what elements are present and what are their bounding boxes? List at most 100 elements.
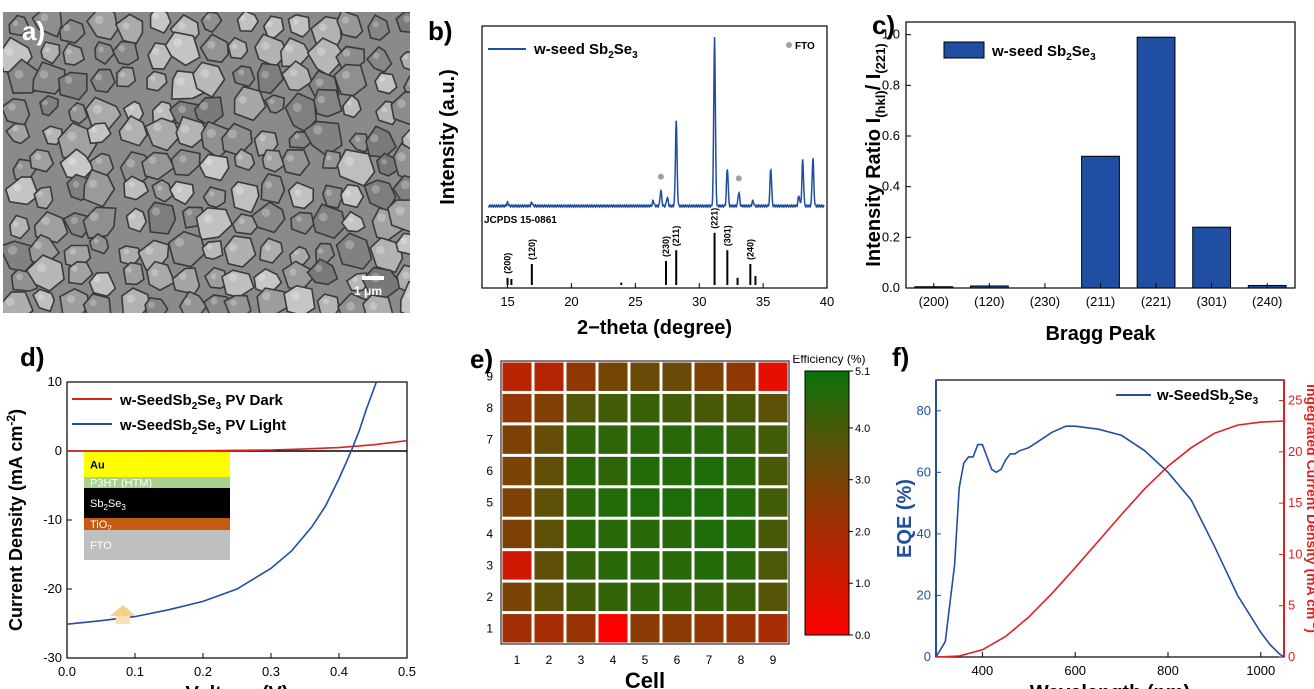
sem-grain-highlight bbox=[293, 18, 299, 25]
reference-label: JCPDS 15-0861 bbox=[484, 215, 557, 226]
heatmap-cell bbox=[598, 362, 628, 391]
sem-grain-highlight bbox=[265, 181, 273, 189]
sem-grain-highlight bbox=[237, 154, 243, 160]
sem-grain-highlight bbox=[69, 248, 77, 255]
heatmap-cell bbox=[630, 456, 660, 486]
heatmap-cell bbox=[566, 393, 596, 423]
sem-grain-highlight bbox=[266, 20, 273, 28]
reference-line-label: (211) bbox=[671, 226, 681, 247]
sem-grain-highlight bbox=[12, 125, 19, 132]
y-tick-label: -30 bbox=[43, 650, 62, 665]
sem-grain bbox=[202, 294, 234, 313]
sem-grain-highlight bbox=[261, 208, 271, 217]
sem-grain bbox=[94, 41, 116, 66]
sem-grain-highlight bbox=[406, 291, 410, 300]
sem-micrograph bbox=[3, 12, 410, 313]
heatmap-cell bbox=[534, 425, 564, 454]
sem-grain bbox=[82, 292, 112, 313]
sem-grain bbox=[200, 12, 223, 34]
sem-grain-highlight bbox=[71, 106, 77, 112]
sem-grain bbox=[290, 211, 315, 236]
sem-grain-highlight bbox=[229, 273, 238, 282]
jv-curve-chart: 0.0 0.1 0.2 0.3 0.4 0.5 10 0 -10 -20 -30 Voltage (V… bbox=[4, 374, 416, 689]
legend-swatch bbox=[943, 41, 985, 59]
sem-grain-highlight bbox=[355, 136, 361, 142]
bar bbox=[1081, 155, 1120, 289]
heatmap-cell bbox=[662, 519, 692, 549]
sem-grain-highlight bbox=[395, 206, 405, 216]
x-tick-label: (221) bbox=[1141, 294, 1171, 309]
sem-grain bbox=[88, 271, 117, 298]
colorbar-tick-label: 0.0 bbox=[855, 630, 870, 642]
sem-grain bbox=[41, 125, 63, 146]
sem-grain-highlight bbox=[259, 134, 267, 142]
reference-line-label: (230) bbox=[661, 236, 671, 257]
sem-grain-highlight bbox=[148, 156, 157, 164]
sem-grain-highlight bbox=[92, 104, 103, 114]
sem-grain-highlight bbox=[296, 216, 302, 222]
sem-grain-highlight bbox=[39, 70, 49, 79]
sem-grain bbox=[59, 287, 90, 313]
sem-grain-highlight bbox=[289, 69, 298, 77]
legend-label: w-SeedSb2Se3 PV Light bbox=[119, 417, 286, 437]
heatmap-cell bbox=[694, 393, 724, 423]
sem-grain bbox=[260, 172, 286, 205]
heatmap-cell bbox=[502, 456, 532, 486]
sem-grain-highlight bbox=[156, 106, 163, 114]
y-right-tick-label: 10 bbox=[1288, 546, 1302, 561]
sem-grain-highlight bbox=[341, 16, 349, 24]
y-tick-label: 3 bbox=[486, 558, 493, 572]
heatmap-cell bbox=[534, 519, 564, 549]
y-tick-label: 0.0 bbox=[882, 280, 900, 295]
y-left-tick-label: 40 bbox=[917, 526, 931, 541]
reference-line-label: (221) bbox=[710, 208, 720, 229]
colorbar-title: Efficiency (%) bbox=[792, 355, 865, 366]
sem-grain-highlight bbox=[264, 244, 271, 251]
sem-grain bbox=[115, 66, 137, 88]
heatmap-cell bbox=[598, 393, 628, 423]
y-tick-label: 5 bbox=[486, 496, 493, 510]
inset-layer-label: Sb2Se3 bbox=[90, 498, 126, 512]
sem-grain-highlight bbox=[400, 180, 410, 190]
sem-grain bbox=[62, 212, 91, 239]
sem-grain-highlight bbox=[157, 185, 163, 191]
sem-grain-highlight bbox=[186, 209, 193, 216]
heatmap-cell bbox=[598, 425, 628, 454]
sem-grain bbox=[33, 186, 54, 210]
sem-grain-highlight bbox=[293, 249, 299, 256]
sem-grain bbox=[202, 186, 227, 209]
sem-grain-highlight bbox=[179, 272, 187, 280]
x-axis-label: Voltage (V) bbox=[186, 683, 289, 689]
y-tick-label: 1.0 bbox=[882, 27, 900, 42]
legend-label: w-SeedSb2Se3 bbox=[1156, 387, 1259, 407]
x-tick-label: 1000 bbox=[1246, 663, 1275, 678]
heatmap-cell bbox=[502, 551, 532, 580]
plot-frame bbox=[481, 25, 828, 289]
sem-grain-highlight bbox=[13, 183, 22, 192]
sem-grain bbox=[316, 293, 340, 313]
heatmap-cell bbox=[694, 519, 724, 549]
sem-grain bbox=[125, 207, 148, 233]
sem-grain-highlight bbox=[151, 269, 159, 277]
sem-grain bbox=[170, 148, 201, 177]
series-line-light bbox=[67, 382, 378, 625]
y-right-tick-label: 25 bbox=[1288, 393, 1302, 408]
sem-grain-highlight bbox=[5, 297, 15, 306]
xrd-pattern-chart: 15 20 25 30 35 40 2−theta (degree) Intensity (a… bbox=[437, 25, 834, 339]
sem-grain bbox=[31, 12, 63, 38]
sem-grain-highlight bbox=[348, 216, 354, 223]
sem-grain-highlight bbox=[68, 157, 77, 166]
sem-grain-highlight bbox=[12, 221, 19, 227]
heatmap-cell bbox=[566, 614, 596, 643]
heatmap-cell bbox=[726, 456, 756, 486]
sem-grain-highlight bbox=[64, 76, 73, 84]
panel-label-d: d) bbox=[20, 342, 45, 372]
heatmap-cell bbox=[694, 425, 724, 454]
x-tick-label: 0.0 bbox=[58, 664, 76, 679]
sem-grain-highlight bbox=[284, 44, 294, 53]
heatmap-cell bbox=[502, 425, 532, 454]
y-tick-label: -10 bbox=[43, 512, 62, 527]
panel-label-b: b) bbox=[428, 16, 453, 46]
inset-layer-label: P3HT (HTM) bbox=[90, 478, 152, 490]
sem-grain bbox=[204, 266, 228, 290]
